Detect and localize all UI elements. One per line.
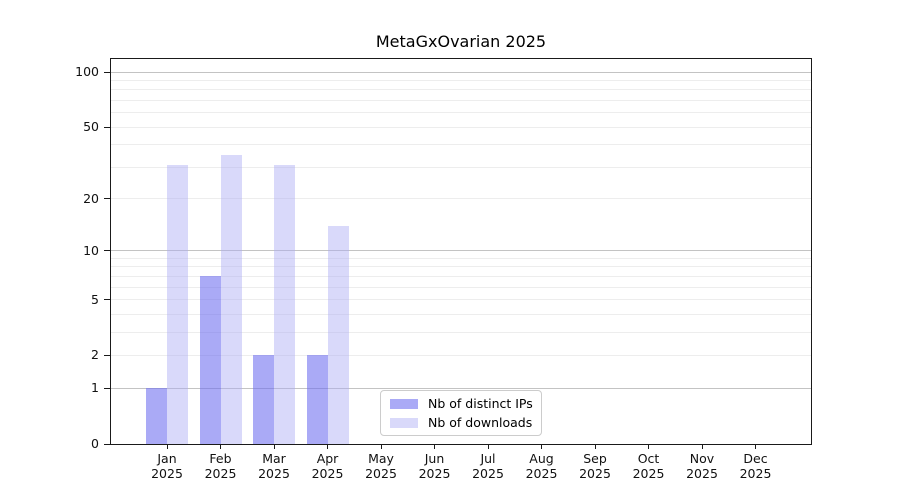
- y-tick-0: [104, 443, 110, 445]
- legend-swatch-nb-of-distinct-ips: [390, 398, 418, 409]
- y-tick-2: [104, 354, 110, 356]
- x-tick-label-dec: Dec 2025: [739, 451, 772, 481]
- bar-nb-of-downloads-mar: [274, 164, 295, 444]
- gridline-minor-2: [111, 354, 811, 356]
- x-tick-label-mar: Mar 2025: [258, 451, 290, 481]
- x-tick-label-may: May 2025: [365, 451, 397, 481]
- y-tick-10: [104, 250, 110, 252]
- bar-nb-of-distinct-ips-mar: [253, 355, 274, 444]
- x-tick-sep: [594, 444, 596, 449]
- bar-nb-of-downloads-jan: [167, 164, 188, 444]
- legend-swatch-nb-of-downloads: [390, 417, 418, 428]
- x-tick-label-oct: Oct 2025: [632, 451, 665, 481]
- gridline-minor-8: [111, 266, 811, 268]
- gridline-minor-60: [111, 112, 811, 114]
- x-tick-label-apr: Apr 2025: [311, 451, 344, 481]
- x-tick-jan: [166, 444, 168, 449]
- gridline-minor-9: [111, 257, 811, 259]
- y-tick-label-5: 5: [91, 291, 99, 307]
- x-tick-mar: [273, 444, 275, 449]
- legend-label-nb-of-downloads: Nb of downloads: [428, 414, 533, 430]
- plot-area: MetaGxOvarian 2025 0 1 2 5 10 20 50 100 Jan 2025…: [75, 32, 812, 481]
- gridline-minor-5: [111, 299, 811, 301]
- x-tick-jun: [434, 444, 435, 449]
- legend-label-nb-of-distinct-ips: Nb of distinct IPs: [428, 395, 533, 411]
- x-tick-label-sep: Sep 2025: [579, 451, 611, 481]
- x-tick-label-jul: Jul 2025: [472, 451, 504, 481]
- y-tick-label-0: 0: [91, 436, 99, 451]
- x-tick-may: [380, 444, 382, 449]
- x-tick-label-jan: Jan 2025: [151, 451, 183, 481]
- x-tick-label-jun: Jun 2025: [418, 451, 451, 481]
- gridline-minor-3: [111, 331, 811, 333]
- gridline-minor-6: [111, 286, 811, 288]
- legend: Nb of distinct IPs Nb of downloads: [380, 390, 542, 436]
- bar-nb-of-downloads-feb: [220, 155, 242, 444]
- gridline-minor-90: [111, 79, 811, 81]
- y-tick-50: [104, 126, 110, 128]
- x-tick-apr: [327, 444, 328, 449]
- gridline-major-10: [111, 250, 811, 252]
- bar-nb-of-distinct-ips-feb: [199, 276, 221, 444]
- bar-nb-of-downloads-apr: [327, 225, 349, 444]
- y-tick-5: [104, 299, 110, 301]
- gridline-minor-30: [111, 166, 811, 168]
- gridline-minor-70: [111, 99, 811, 101]
- x-tick-aug: [541, 444, 542, 449]
- gridline-major-1: [111, 387, 811, 389]
- x-tick-dec: [755, 444, 756, 449]
- y-tick-label-50: 50: [83, 119, 99, 135]
- gridline-minor-4: [111, 313, 811, 315]
- gridline-minor-40: [111, 144, 811, 146]
- gridline-minor-7: [111, 275, 811, 277]
- y-tick-label-100: 100: [75, 64, 99, 80]
- legend-row-nb-of-distinct-ips: Nb of distinct IPs: [390, 395, 541, 411]
- x-tick-label-feb: Feb 2025: [204, 451, 237, 481]
- bar-nb-of-distinct-ips-apr: [306, 355, 328, 444]
- y-tick-label-1: 1: [91, 380, 99, 396]
- x-tick-jul: [487, 444, 489, 449]
- gridline-minor-80: [111, 89, 811, 91]
- y-tick-label-20: 20: [83, 190, 99, 206]
- bar-nb-of-distinct-ips-jan: [146, 388, 167, 444]
- legend-row-nb-of-downloads: Nb of downloads: [390, 414, 541, 430]
- x-tick-feb: [220, 444, 221, 449]
- y-tick-label-2: 2: [91, 347, 99, 363]
- y-tick-label-10: 10: [83, 242, 99, 258]
- chart-title: MetaGxOvarian 2025: [375, 32, 547, 51]
- gridline-major-100: [111, 71, 811, 73]
- x-tick-label-aug: Aug 2025: [525, 451, 558, 481]
- x-tick-label-nov: Nov 2025: [686, 451, 718, 481]
- y-tick-1: [104, 387, 110, 389]
- gridline-minor-50: [111, 126, 811, 128]
- x-tick-nov: [701, 444, 703, 449]
- gridline-minor-20: [111, 198, 811, 200]
- y-tick-20: [104, 198, 110, 200]
- y-tick-100: [104, 71, 110, 73]
- x-tick-oct: [648, 444, 649, 449]
